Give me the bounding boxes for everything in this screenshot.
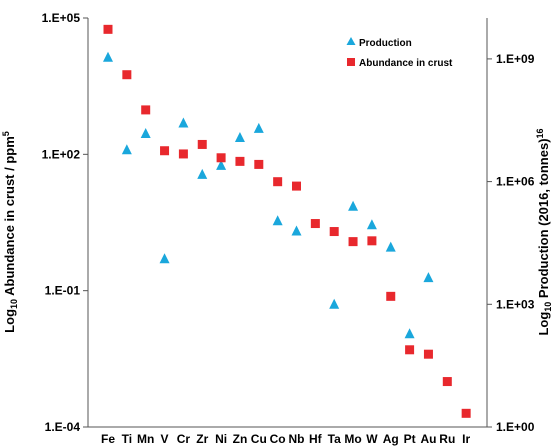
left-tick-label: 1.E-04 xyxy=(45,420,81,434)
right-tick-label: 1.E+03 xyxy=(496,297,535,311)
production-point xyxy=(197,168,208,179)
x-category-label: Zn xyxy=(233,432,248,446)
production-point xyxy=(178,117,189,128)
x-category-label: Nb xyxy=(289,432,305,446)
production-point xyxy=(234,131,245,142)
right-tick-label: 1.E+06 xyxy=(496,175,535,189)
legend-label: Production xyxy=(359,38,412,49)
production-point xyxy=(423,272,434,283)
abundance-point xyxy=(178,149,188,159)
x-category-label: Hf xyxy=(309,432,323,446)
x-category-label: Mo xyxy=(344,432,361,446)
left-tick-label: 1.E+05 xyxy=(42,11,81,25)
abundance-point xyxy=(160,146,170,156)
x-category-label: Ni xyxy=(215,432,227,446)
x-category-label: Co xyxy=(270,432,286,446)
abundance-point xyxy=(386,291,396,301)
production-point xyxy=(253,122,264,133)
x-category-label: Ti xyxy=(122,432,132,446)
abundance-point xyxy=(405,345,415,355)
production-point xyxy=(329,298,340,309)
x-category-label: Au xyxy=(420,432,436,446)
x-category-label: Cu xyxy=(251,432,267,446)
production-point xyxy=(404,328,415,339)
x-category-label: Fe xyxy=(101,432,115,446)
x-category-label: Zr xyxy=(196,432,208,446)
production-point xyxy=(159,253,170,264)
abundance-point xyxy=(329,227,339,237)
x-category-label: W xyxy=(366,432,378,446)
left-tick-label: 1.E+02 xyxy=(42,147,81,161)
production-point xyxy=(291,225,302,236)
right-tick-label: 1.E+00 xyxy=(496,420,535,434)
x-category-label: Cr xyxy=(177,432,191,446)
abundance-point xyxy=(461,408,471,418)
production-point xyxy=(216,159,227,170)
production-point xyxy=(103,51,113,62)
right-axis-title: Log10 Production (2016, tonnes)16 xyxy=(535,128,553,335)
abundance-point xyxy=(423,349,433,359)
x-category-label: Pt xyxy=(404,432,416,446)
x-category-label: Ag xyxy=(383,432,399,446)
production-point xyxy=(366,219,377,230)
abundance-point xyxy=(216,153,226,163)
abundance-point xyxy=(254,159,264,169)
production-point xyxy=(385,241,396,252)
right-tick-label: 1.E+09 xyxy=(496,52,535,66)
abundance-point xyxy=(292,181,301,191)
x-category-label: Ta xyxy=(328,432,341,446)
legend-production-marker xyxy=(346,37,356,45)
x-category-label: Mn xyxy=(137,432,154,446)
abundance-point xyxy=(141,105,151,115)
legend-abundance-marker xyxy=(347,58,355,66)
x-category-label: Ir xyxy=(462,432,470,446)
legend-label: Abundance in crust xyxy=(359,58,453,69)
abundance-point xyxy=(197,139,207,149)
production-point xyxy=(140,127,151,138)
x-category-label: V xyxy=(161,432,169,446)
production-point xyxy=(348,200,359,211)
abundance-point xyxy=(310,219,320,229)
abundance-point xyxy=(235,156,245,166)
abundance-point xyxy=(367,236,377,246)
abundance-point xyxy=(103,24,113,34)
left-tick-label: 1.E-01 xyxy=(45,284,81,298)
abundance-point xyxy=(442,377,452,387)
abundance-point xyxy=(273,177,283,187)
left-axis-title: Log10 Abundance in crust / ppm5 xyxy=(1,131,19,333)
abundance-point xyxy=(122,70,132,80)
abundance-point xyxy=(348,237,358,247)
production-point xyxy=(272,215,283,226)
x-category-label: Ru xyxy=(439,432,455,446)
production-point xyxy=(121,144,132,155)
